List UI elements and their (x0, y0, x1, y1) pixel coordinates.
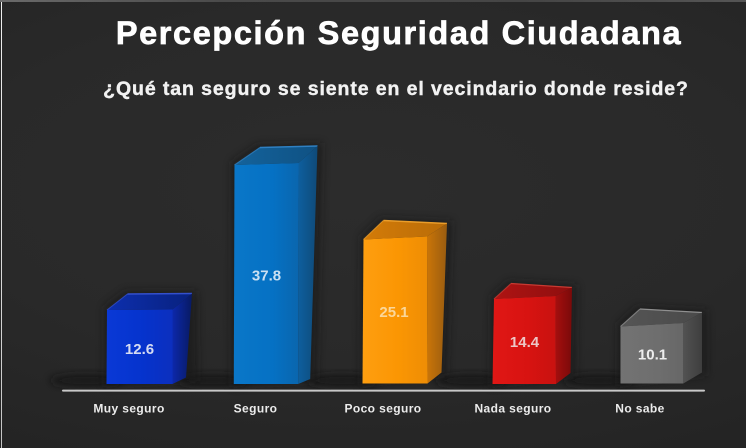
svg-text:14.4: 14.4 (510, 334, 540, 351)
svg-text:37.8: 37.8 (252, 267, 281, 284)
svg-text:No sabe: No sabe (615, 401, 664, 415)
svg-text:Nada seguro: Nada seguro (474, 401, 551, 415)
svg-text:Muy seguro: Muy seguro (93, 401, 164, 415)
svg-text:25.1: 25.1 (379, 304, 408, 321)
svg-text:Seguro: Seguro (234, 401, 278, 415)
svg-text:10.1: 10.1 (638, 346, 667, 363)
svg-text:12.6: 12.6 (125, 341, 154, 358)
svg-text:Poco seguro: Poco seguro (344, 401, 421, 415)
